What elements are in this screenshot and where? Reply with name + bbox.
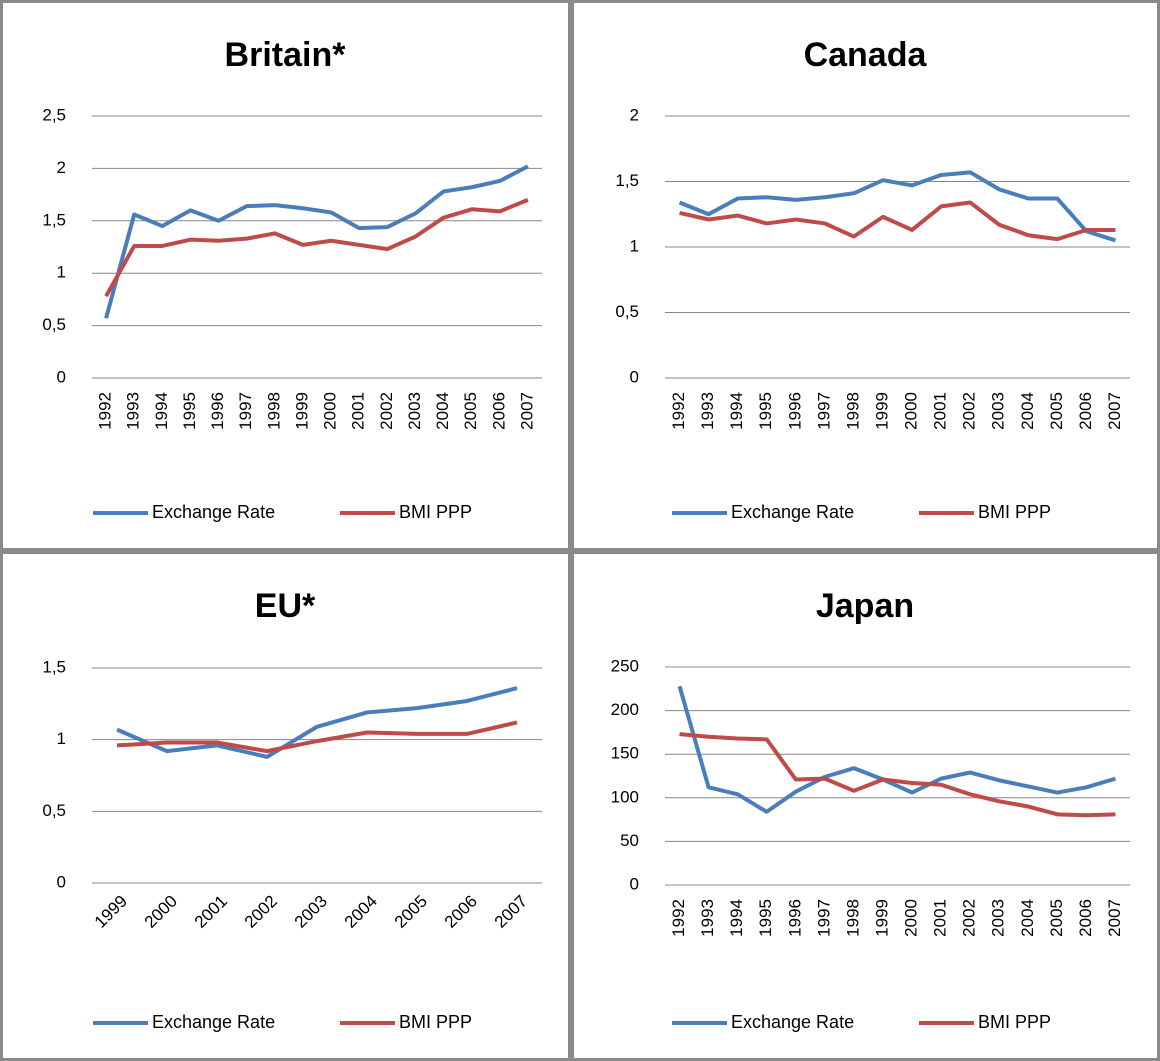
x-tick-label: 2001	[931, 899, 950, 937]
x-tick-label: 1995	[756, 899, 775, 937]
legend-label: BMI PPP	[978, 1012, 1051, 1032]
x-tick-label: 1996	[785, 899, 804, 937]
y-tick-label: 2	[630, 105, 639, 124]
x-tick-label: 1999	[872, 392, 891, 430]
y-tick-label: 0	[57, 872, 66, 891]
x-tick-label: 1998	[843, 899, 862, 937]
y-tick-label: 150	[611, 744, 639, 763]
y-tick-label: 100	[611, 787, 639, 806]
x-tick-label: 1996	[785, 392, 804, 430]
y-tick-label: 50	[620, 831, 639, 850]
y-tick-label: 200	[611, 700, 639, 719]
x-tick-label: 2004	[1018, 899, 1037, 937]
y-tick-label: 0	[630, 367, 639, 386]
y-tick-label: 1	[57, 729, 66, 748]
x-tick-label: 2007	[517, 392, 536, 430]
chart-title: Japan	[816, 587, 914, 625]
legend-label: Exchange Rate	[731, 1012, 854, 1032]
y-tick-label: 0	[630, 874, 639, 893]
legend-label: BMI PPP	[399, 1012, 472, 1032]
x-tick-label: 1993	[698, 899, 717, 937]
y-tick-label: 1,5	[615, 171, 639, 190]
series-line	[104, 197, 529, 298]
y-tick-label: 1	[630, 236, 639, 255]
y-tick-label: 0,5	[615, 302, 639, 321]
x-tick-label: 2001	[931, 392, 950, 430]
panel-border	[571, 551, 1160, 1061]
x-tick-label: 2003	[405, 392, 424, 430]
x-tick-label: 1996	[208, 392, 227, 430]
x-tick-label: 2004	[433, 392, 452, 430]
x-tick-label: 2000	[902, 899, 921, 937]
legend-label: BMI PPP	[978, 502, 1051, 522]
x-tick-label: 1997	[814, 392, 833, 430]
x-tick-label: 1993	[124, 392, 143, 430]
x-tick-label: 1998	[264, 392, 283, 430]
series-line	[678, 170, 1117, 243]
series-line	[116, 720, 518, 754]
chart-panel: 0 50 100 150 200 250 1992 1993 1994 1995 1996 1997 1…	[611, 587, 1130, 1032]
panel-border	[0, 551, 571, 1061]
x-tick-label: 2002	[960, 899, 979, 937]
x-tick-label: 2000	[902, 392, 921, 430]
x-tick-label: 2003	[989, 392, 1008, 430]
chart-title: EU*	[255, 587, 316, 625]
series-line	[116, 686, 518, 759]
x-tick-label: 1994	[727, 899, 746, 937]
y-tick-label: 1	[57, 263, 66, 282]
x-tick-label: 1992	[96, 392, 115, 430]
x-tick-label: 2005	[1047, 392, 1066, 430]
y-tick-label: 2	[57, 158, 66, 177]
x-tick-label: 1999	[872, 899, 891, 937]
x-tick-label: 1994	[152, 392, 171, 430]
series-line	[679, 200, 1116, 242]
x-tick-label: 2001	[349, 392, 368, 430]
x-tick-label: 1993	[698, 392, 717, 430]
y-tick-label: 0,5	[42, 315, 66, 334]
x-tick-label: 1992	[669, 392, 688, 430]
x-tick-label: 1999	[292, 392, 311, 430]
series-line	[679, 732, 1116, 818]
legend-label: Exchange Rate	[731, 502, 854, 522]
x-tick-label: 2005	[461, 392, 480, 430]
legend-label: Exchange Rate	[152, 502, 275, 522]
x-tick-label: 2006	[1076, 392, 1095, 430]
x-tick-label: 1995	[756, 392, 775, 430]
x-tick-label: 2005	[1047, 899, 1066, 937]
x-tick-label: 1997	[814, 899, 833, 937]
chart-panel: 0 0,5 1 1,5 2 2,5 1992 1993 1994 1995 1996 1997 1998…	[42, 36, 542, 522]
y-tick-label: 1,5	[42, 210, 66, 229]
x-tick-label: 2007	[1105, 392, 1124, 430]
legend-label: Exchange Rate	[152, 1012, 275, 1032]
x-tick-label: 2002	[960, 392, 979, 430]
x-tick-label: 1994	[727, 392, 746, 430]
legend-label: BMI PPP	[399, 502, 472, 522]
panel-border	[0, 0, 571, 551]
x-tick-label: 2007	[1105, 899, 1124, 937]
x-tick-label: 2006	[1076, 899, 1095, 937]
x-tick-label: 2004	[1018, 392, 1037, 430]
y-tick-label: 250	[611, 656, 639, 675]
x-tick-label: 2000	[321, 392, 340, 430]
y-tick-label: 0	[57, 367, 66, 386]
x-tick-label: 1995	[180, 392, 199, 430]
x-tick-label: 1992	[669, 899, 688, 937]
x-tick-label: 1997	[236, 392, 255, 430]
x-tick-label: 2006	[489, 392, 508, 430]
series-line	[104, 164, 529, 319]
x-tick-label: 2003	[989, 899, 1008, 937]
chart-title: Britain*	[225, 36, 347, 74]
panel-border	[571, 0, 1160, 551]
x-tick-label: 2002	[377, 392, 396, 430]
series-line	[677, 685, 1117, 814]
y-tick-label: 2,5	[42, 105, 66, 124]
y-tick-label: 1,5	[42, 657, 66, 676]
chart-title: Canada	[804, 36, 928, 74]
chart-panel: 0 0,5 1 1,5 2 1992 1993 1994 1995 1996 1997 1998 199…	[615, 36, 1130, 522]
x-tick-label: 1998	[843, 392, 862, 430]
y-tick-label: 0,5	[42, 801, 66, 820]
